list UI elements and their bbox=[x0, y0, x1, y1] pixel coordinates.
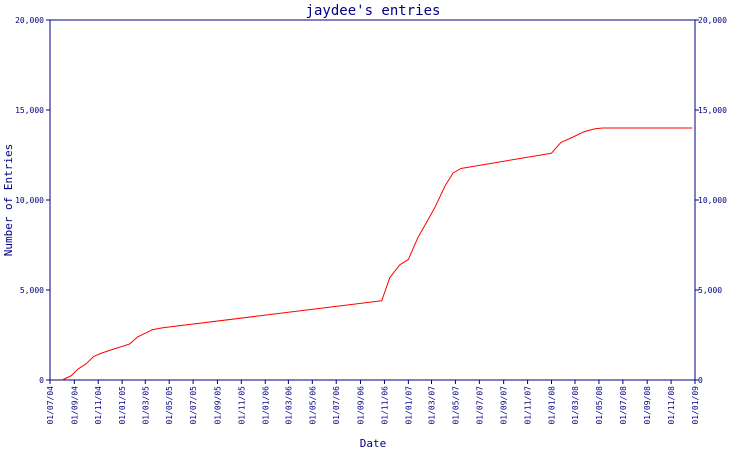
x-tick-label: 01/11/07 bbox=[524, 386, 533, 425]
y-tick-label-right: 0 bbox=[698, 376, 703, 385]
x-tick-label: 01/11/08 bbox=[667, 386, 676, 425]
x-tick-label: 01/03/05 bbox=[141, 386, 150, 425]
x-tick-label: 01/07/08 bbox=[619, 386, 628, 425]
y-tick-label-right: 10,000 bbox=[698, 196, 727, 205]
x-tick-label: 01/01/05 bbox=[118, 386, 127, 425]
y-tick-label-left: 0 bbox=[39, 376, 44, 385]
x-tick-label: 01/07/05 bbox=[189, 386, 198, 425]
x-tick-label: 01/11/05 bbox=[237, 386, 246, 425]
chart-title: jaydee's entries bbox=[306, 3, 441, 19]
x-tick-label: 01/09/07 bbox=[500, 386, 509, 425]
x-tick-label: 01/07/04 bbox=[46, 386, 55, 425]
plot-border bbox=[49, 19, 696, 381]
x-tick-label: 01/09/08 bbox=[643, 386, 652, 425]
x-tick-label: 01/01/06 bbox=[261, 386, 270, 425]
x-tick-label: 01/05/08 bbox=[595, 386, 604, 425]
y-tick-label-right: 5,000 bbox=[698, 286, 722, 295]
y-axis-title: Number of Entries bbox=[2, 144, 15, 257]
y-tick-label-left: 10,000 bbox=[15, 196, 44, 205]
x-tick-label: 01/03/07 bbox=[428, 386, 437, 425]
x-tick-label: 01/01/07 bbox=[404, 386, 413, 425]
y-tick-label-right: 15,000 bbox=[698, 106, 727, 115]
x-tick-label: 01/11/06 bbox=[380, 386, 389, 425]
x-tick-label: 01/05/05 bbox=[165, 386, 174, 425]
x-axis: 01/07/04 01/09/04 01/11/04 01/01/05 01/03/05… bbox=[46, 380, 700, 425]
x-tick-label: 01/07/06 bbox=[332, 386, 341, 425]
y-tick-label-left: 15,000 bbox=[15, 106, 44, 115]
x-tick-label: 01/03/06 bbox=[284, 386, 293, 425]
y-tick-label-left: 5,000 bbox=[20, 286, 44, 295]
x-tick-label: 01/01/09 bbox=[691, 386, 700, 425]
x-tick-label: 01/09/06 bbox=[357, 386, 366, 425]
x-tick-label: 01/09/05 bbox=[213, 386, 222, 425]
x-tick-label: 01/07/07 bbox=[475, 386, 484, 425]
plot-frame bbox=[49, 19, 696, 381]
y-tick-label-right: 20,000 bbox=[698, 16, 727, 25]
series-layer bbox=[61, 127, 693, 381]
x-tick-label: 01/09/04 bbox=[70, 386, 79, 425]
y-axis: 0 0 5,000 5,000 10,000 10,000 15,000 15,000 20,0… bbox=[15, 16, 727, 385]
x-axis-title: Date bbox=[360, 437, 387, 450]
x-tick-label: 01/05/06 bbox=[308, 386, 317, 425]
y-tick-label-left: 20,000 bbox=[15, 16, 44, 25]
x-tick-label: 01/11/04 bbox=[94, 386, 103, 425]
x-tick-label: 01/03/08 bbox=[571, 386, 580, 425]
x-tick-label: 01/01/08 bbox=[547, 386, 556, 425]
series-line-0 bbox=[61, 127, 693, 381]
x-tick-label: 01/05/07 bbox=[451, 386, 460, 425]
